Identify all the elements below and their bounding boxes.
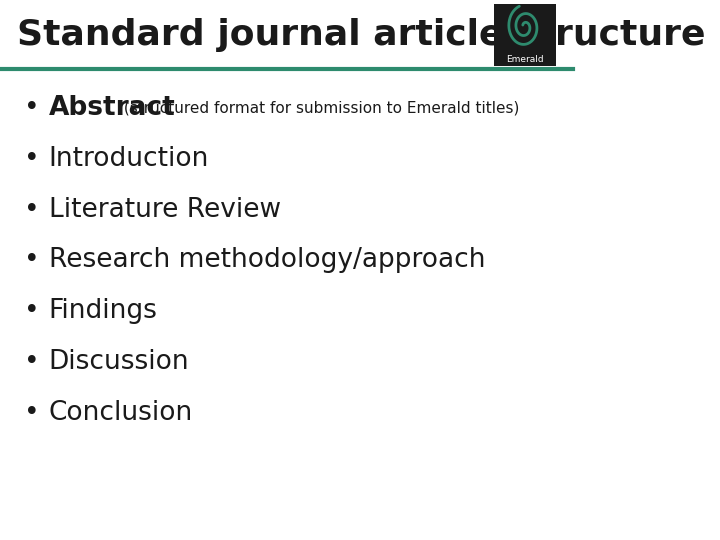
Text: •: • — [24, 146, 40, 172]
Text: •: • — [24, 95, 40, 121]
Text: •: • — [24, 349, 40, 375]
Text: •: • — [24, 400, 40, 426]
Text: (structured format for submission to Emerald titles): (structured format for submission to Eme… — [119, 100, 519, 116]
FancyBboxPatch shape — [494, 4, 556, 66]
Text: Abstract: Abstract — [49, 95, 176, 121]
Text: •: • — [24, 197, 40, 222]
Text: •: • — [24, 298, 40, 324]
Text: Findings: Findings — [49, 298, 158, 324]
Text: Introduction: Introduction — [49, 146, 209, 172]
Text: Emerald: Emerald — [506, 55, 544, 64]
Text: •: • — [24, 247, 40, 273]
Text: Discussion: Discussion — [49, 349, 189, 375]
Text: Standard journal article structure: Standard journal article structure — [17, 18, 706, 52]
Text: Literature Review: Literature Review — [49, 197, 281, 222]
Text: Conclusion: Conclusion — [49, 400, 193, 426]
Text: Research methodology/approach: Research methodology/approach — [49, 247, 485, 273]
